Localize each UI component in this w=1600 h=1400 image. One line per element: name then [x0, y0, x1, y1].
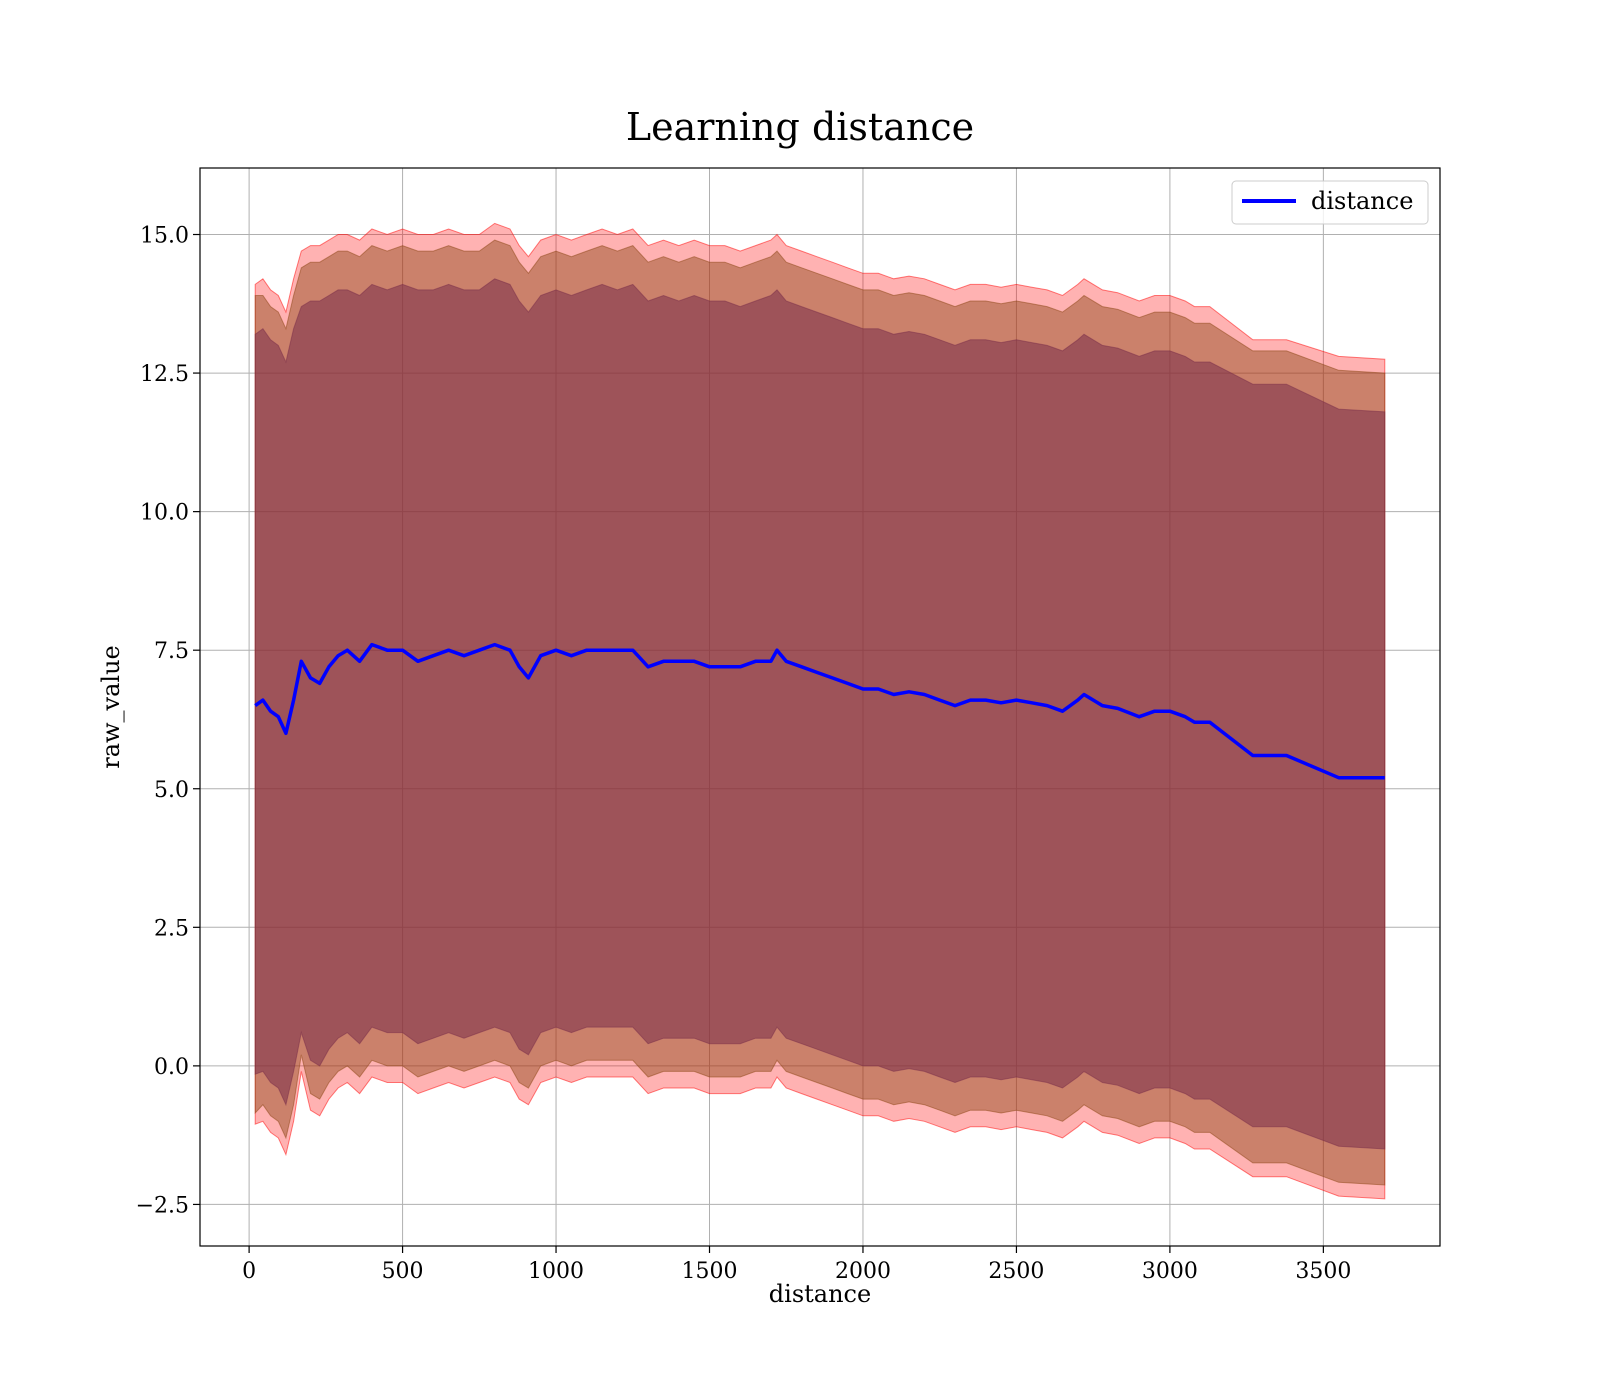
legend: distance [1231, 180, 1429, 225]
y-axis-ticks: −2.5 0.0 2.5 5.0 7.5 10.0 12.5 15.0 [136, 224, 200, 1218]
y-axis-label: raw_value [97, 645, 125, 769]
y-tick-label: 0.0 [154, 1055, 189, 1080]
plot-frame [199, 167, 1441, 1247]
legend-label: distance [1311, 187, 1413, 215]
series-lines [254, 642, 1385, 780]
y-tick-label: 15.0 [140, 224, 189, 249]
y-tick-label: −2.5 [136, 1193, 189, 1218]
x-tick-label: 1000 [528, 1259, 584, 1284]
y-tick-label: 7.5 [154, 639, 189, 664]
x-axis-ticks: 0 500 1000 1500 2000 2500 3000 3500 [242, 1246, 1351, 1284]
x-tick-label: 3500 [1295, 1259, 1351, 1284]
y-tick-label: 12.5 [140, 362, 189, 387]
x-tick-label: 2000 [835, 1259, 891, 1284]
x-tick-label: 0 [242, 1259, 256, 1284]
x-axis-label: distance [769, 1280, 871, 1308]
chart-title: Learning distance [626, 105, 974, 149]
y-tick-label: 5.0 [154, 778, 189, 803]
x-tick-label: 2500 [988, 1259, 1044, 1284]
y-tick-label: 2.5 [154, 916, 189, 941]
inner-band [254, 278, 1386, 1150]
y-tick-label: 10.0 [140, 501, 189, 526]
confidence-bands [254, 222, 1386, 1200]
x-tick-label: 500 [382, 1259, 424, 1284]
legend-box [1231, 180, 1429, 225]
x-tick-label: 3000 [1142, 1259, 1198, 1284]
series-line-distance [254, 642, 1385, 780]
x-tick-label: 1500 [682, 1259, 738, 1284]
